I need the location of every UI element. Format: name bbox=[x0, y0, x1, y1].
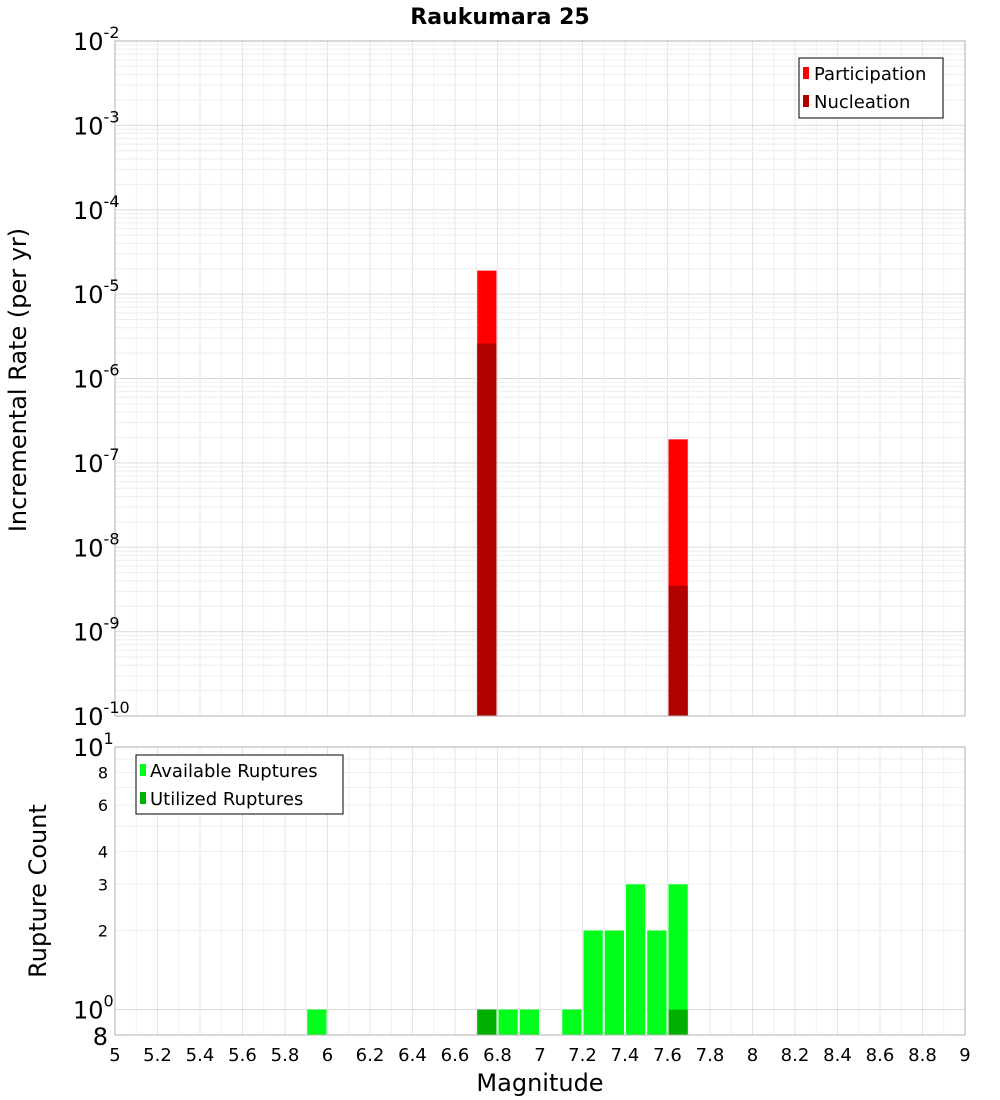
x-tick-label: 7 bbox=[534, 1045, 545, 1066]
bottom-legend-box bbox=[135, 754, 344, 815]
bar-available-ruptures bbox=[668, 884, 688, 1035]
bottom-y-tick-label-minor: 4 bbox=[98, 842, 108, 861]
top-plot-frame bbox=[114, 40, 966, 717]
bottom-y-tick-label-minor: 2 bbox=[98, 922, 108, 941]
x-axis-label: Magnitude bbox=[476, 1069, 603, 1097]
top-y-tick-label: 10-7 bbox=[73, 445, 120, 478]
bottom-y-tick-label-minor: 3 bbox=[98, 875, 108, 894]
top-legend: Participation Nucleation bbox=[798, 57, 944, 119]
legend-label-utilized: Utilized Ruptures bbox=[150, 789, 303, 810]
bar-available-ruptures bbox=[604, 930, 624, 1035]
top-plot-bars bbox=[477, 270, 688, 716]
legend-swatch-utilized bbox=[140, 792, 146, 804]
legend-label-nucleation: Nucleation bbox=[814, 92, 910, 113]
x-tick-label: 5.6 bbox=[228, 1045, 257, 1066]
bar-available-ruptures bbox=[519, 1009, 539, 1035]
chart-title: Raukumara 25 bbox=[410, 5, 589, 30]
bar-nucleation bbox=[477, 343, 497, 716]
top-y-tick-labels: 10-10 10-9 10-8 10-7 10-6 10-5 10-4 10-3 10-2 bbox=[73, 23, 130, 731]
bar-available-ruptures bbox=[562, 1009, 582, 1035]
bottom-plot-frame bbox=[114, 746, 966, 1036]
top-y-axis-label: Incremental Rate (per yr) bbox=[4, 228, 32, 532]
bar-available-ruptures bbox=[647, 930, 667, 1035]
x-tick-label: 7.6 bbox=[653, 1045, 682, 1066]
participation-nucleation-plot: 10-10 10-9 10-8 10-7 10-6 10-5 10-4 10-3 10-2 In… bbox=[4, 23, 966, 731]
x-tick-label: 7.4 bbox=[611, 1045, 640, 1066]
x-tick-label: 6.2 bbox=[356, 1045, 385, 1066]
x-tick-label: 8.8 bbox=[908, 1045, 937, 1066]
bar-utilized-ruptures bbox=[477, 1009, 497, 1035]
top-y-tick-label: 10-5 bbox=[73, 276, 120, 309]
x-tick-label: 6.6 bbox=[441, 1045, 470, 1066]
bottom-y-axis-label: Rupture Count bbox=[24, 804, 52, 978]
legend-label-participation: Participation bbox=[814, 64, 926, 85]
x-tick-label: 6.4 bbox=[398, 1045, 427, 1066]
x-tick-label: 8.4 bbox=[823, 1045, 852, 1066]
top-y-tick-label: 10-10 bbox=[73, 698, 130, 731]
bar-utilized-ruptures bbox=[668, 1009, 688, 1035]
top-y-tick-label: 10-6 bbox=[73, 361, 120, 394]
legend-label-available: Available Ruptures bbox=[150, 761, 318, 782]
bar-nucleation bbox=[668, 585, 688, 716]
bottom-y-tick-label-minor: 8 bbox=[93, 1023, 108, 1051]
bottom-y-tick-label-major: 101 bbox=[73, 729, 114, 762]
x-tick-label: 8.2 bbox=[781, 1045, 810, 1066]
bottom-legend: Available Ruptures Utilized Ruptures bbox=[135, 754, 344, 815]
x-tick-label: 6 bbox=[322, 1045, 333, 1066]
legend-swatch-participation bbox=[803, 67, 809, 79]
x-tick-label: 7.2 bbox=[568, 1045, 597, 1066]
top-y-tick-label: 10-4 bbox=[73, 192, 120, 225]
x-tick-label: 5.2 bbox=[143, 1045, 172, 1066]
top-y-tick-label: 10-2 bbox=[73, 23, 120, 56]
bar-available-ruptures bbox=[626, 884, 646, 1035]
x-tick-label: 5 bbox=[109, 1045, 120, 1066]
bar-available-ruptures bbox=[583, 930, 603, 1035]
x-tick-label: 8.6 bbox=[866, 1045, 895, 1066]
legend-swatch-available bbox=[140, 764, 146, 776]
bottom-y-tick-label-minor: 6 bbox=[98, 796, 108, 815]
bar-available-ruptures bbox=[498, 1009, 518, 1035]
x-tick-label: 7.8 bbox=[696, 1045, 725, 1066]
bottom-y-tick-label-minor: 8 bbox=[98, 763, 108, 782]
x-tick-label: 6.8 bbox=[483, 1045, 512, 1066]
x-tick-label: 9 bbox=[959, 1045, 970, 1066]
bottom-y-tick-label-major: 100 bbox=[73, 992, 114, 1025]
x-tick-label: 5.4 bbox=[186, 1045, 215, 1066]
top-legend-box bbox=[798, 57, 944, 119]
top-plot-grid bbox=[114, 41, 966, 717]
legend-swatch-nucleation bbox=[803, 95, 809, 107]
x-tick-label: 5.8 bbox=[271, 1045, 300, 1066]
top-y-tick-label: 10-8 bbox=[73, 529, 120, 562]
top-y-tick-label: 10-9 bbox=[73, 614, 120, 647]
x-tick-label: 8 bbox=[747, 1045, 758, 1066]
bottom-plot-bars bbox=[307, 884, 688, 1035]
x-tick-labels: 5 5.2 5.4 5.6 5.8 6 6.2 6.4 6.6 6.8 7 7.2 7.4 7.6 7.8 8… bbox=[109, 1045, 970, 1066]
bar-available-ruptures bbox=[307, 1009, 327, 1035]
top-y-tick-label: 10-3 bbox=[73, 107, 120, 140]
